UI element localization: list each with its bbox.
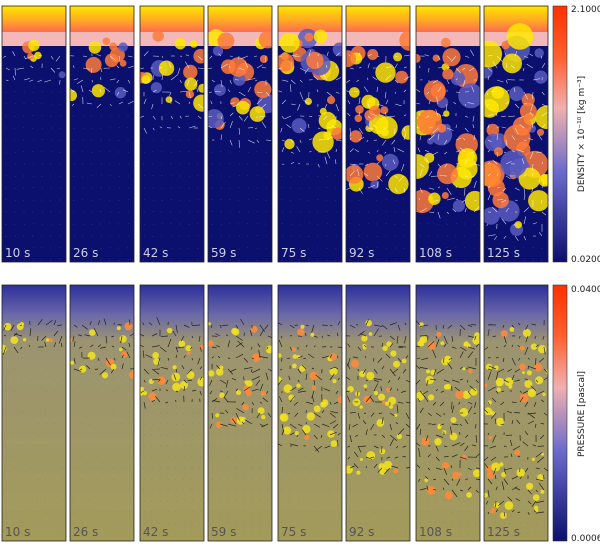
density-colorbar-label: DENSITY × 10⁻¹⁰ [kg m⁻³]: [577, 76, 587, 192]
density-colorbar-gradient: [552, 5, 568, 263]
time-label: 108 s: [419, 525, 452, 539]
density-panel: 10 s: [1, 5, 67, 263]
pressure-panel: 10 s: [1, 284, 67, 542]
pressure-colorbar-label: PRESSURE [pascal]: [577, 371, 587, 457]
time-label: 75 s: [281, 525, 306, 539]
time-label: 59 s: [211, 246, 236, 260]
density-panels: 10 s 26 s 42 s 59 s 75 s 92 s 108 s 125 s: [1, 5, 549, 263]
time-label: 92 s: [349, 525, 374, 539]
density-colorbar-max: 2.1000: [571, 5, 600, 15]
pressure-colorbar-gradient: [552, 284, 568, 542]
density-panel: 92 s: [345, 5, 411, 263]
pressure-panels: 10 s 26 s 42 s 59 s 75 s 92 s 108 s 125 s: [1, 284, 549, 542]
pressure-colorbar: 0.0400 0.0006 PRESSURE [pascal]: [552, 284, 600, 544]
time-label: 75 s: [281, 246, 306, 260]
pressure-panel: 108 s: [415, 284, 481, 542]
time-label: 59 s: [211, 525, 236, 539]
pressure-panel: 92 s: [345, 284, 411, 542]
density-panel: 108 s: [415, 5, 481, 263]
time-label: 42 s: [143, 525, 168, 539]
pressure-colorbar-min: 0.0006: [571, 534, 600, 544]
pressure-panel: 59 s: [207, 284, 273, 542]
time-label: 125 s: [487, 246, 520, 260]
time-label: 92 s: [349, 246, 374, 260]
time-label: 26 s: [73, 246, 98, 260]
density-colorbar: 2.1000 0.0200 DENSITY × 10⁻¹⁰ [kg m⁻³]: [552, 5, 600, 265]
pressure-panel: 125 s: [483, 284, 549, 542]
time-label: 108 s: [419, 246, 452, 260]
time-label: 125 s: [487, 525, 520, 539]
density-panel: 26 s: [69, 5, 135, 263]
time-label: 26 s: [73, 525, 98, 539]
pressure-panel: 26 s: [69, 284, 135, 542]
pressure-panel: 42 s: [139, 284, 205, 542]
density-panel: 59 s: [207, 5, 273, 263]
time-label: 10 s: [5, 246, 30, 260]
time-label: 42 s: [143, 246, 168, 260]
density-panel: 42 s: [139, 5, 205, 263]
pressure-colorbar-max: 0.0400: [571, 285, 600, 295]
density-panel: 75 s: [277, 5, 343, 263]
time-label: 10 s: [5, 525, 30, 539]
density-panel: 125 s: [483, 5, 549, 263]
pressure-panel: 75 s: [277, 284, 343, 542]
density-colorbar-min: 0.0200: [571, 255, 600, 265]
